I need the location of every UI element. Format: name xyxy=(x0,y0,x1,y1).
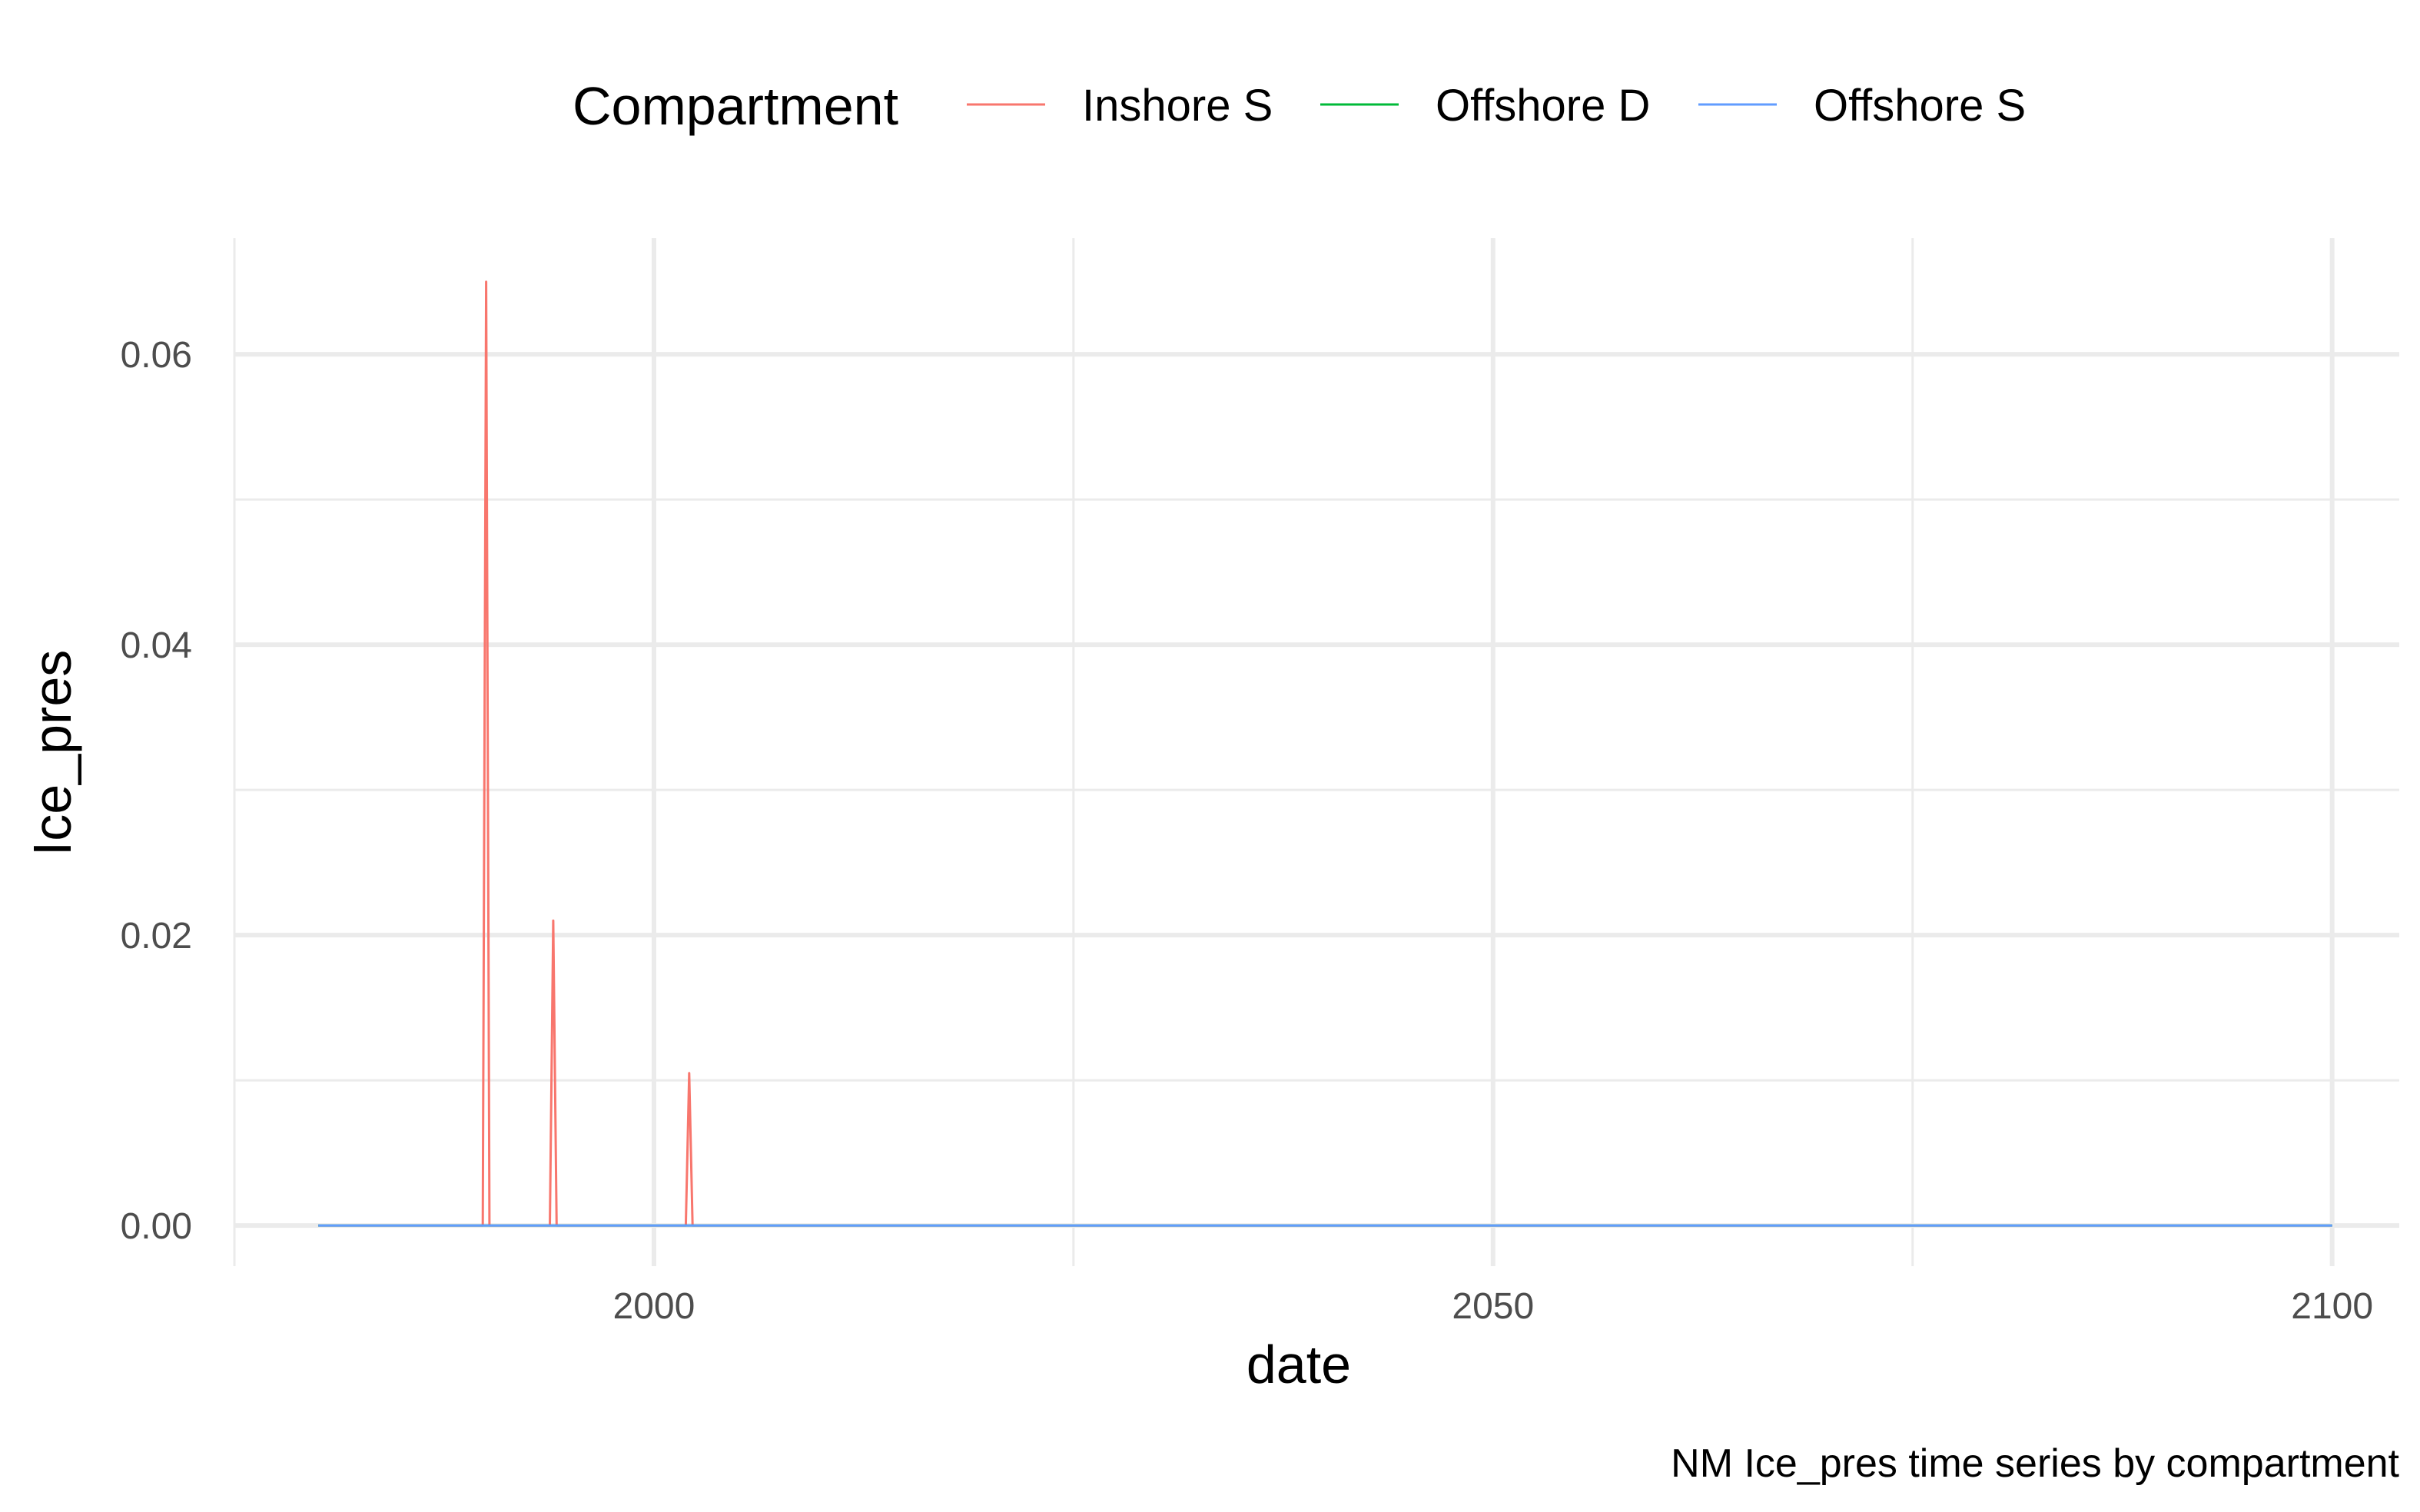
legend: Compartment Inshore S Offshore D Offshor… xyxy=(573,76,2026,136)
chart-caption: NM Ice_pres time series by compartment xyxy=(1671,1441,2399,1486)
y-axis-title: Ice_pres xyxy=(22,650,82,856)
legend-label-inshore-s: Inshore S xyxy=(1082,81,1273,131)
legend-label-offshore-s: Offshore S xyxy=(1814,81,2026,131)
legend-title: Compartment xyxy=(573,76,898,136)
y-tick-label: 0.02 xyxy=(121,916,192,957)
y-tick-label: 0.04 xyxy=(121,625,192,666)
x-tick-label: 2050 xyxy=(1452,1286,1534,1327)
x-axis-title: date xyxy=(1247,1335,1351,1394)
y-tick-label: 0.06 xyxy=(121,335,192,376)
y-tick-label: 0.00 xyxy=(121,1206,192,1247)
series-line-inshore-s xyxy=(318,280,2332,1227)
y-axis-tick-labels: 0.00 0.02 0.04 0.06 xyxy=(121,335,192,1247)
x-axis-tick-labels: 2000 2050 2100 xyxy=(613,1286,2374,1327)
legend-label-offshore-d: Offshore D xyxy=(1436,81,1650,131)
x-tick-label: 2000 xyxy=(613,1286,695,1327)
grid xyxy=(233,238,2399,1266)
x-tick-label: 2100 xyxy=(2291,1286,2373,1327)
plot-series xyxy=(318,280,2332,1227)
